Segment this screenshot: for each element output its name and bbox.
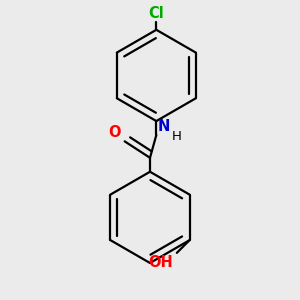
Text: OH: OH [148,255,173,270]
Text: N: N [158,119,170,134]
Text: Cl: Cl [148,6,164,21]
Text: H: H [172,130,182,143]
Text: O: O [108,125,121,140]
